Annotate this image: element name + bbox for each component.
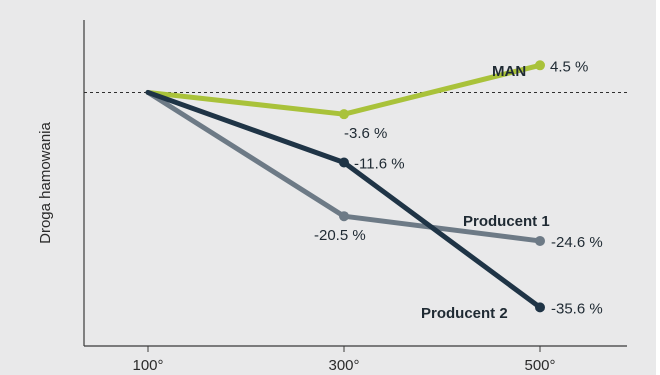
y-axis-label: Droga hamowania <box>37 121 54 243</box>
series-name-producent-1: Producent 1 <box>463 213 550 230</box>
x-tick-label: 300° <box>328 357 359 374</box>
series-name-man: MAN <box>492 63 526 80</box>
data-label-producent-2: -35.6 % <box>551 300 603 317</box>
data-label-producent-1: -24.6 % <box>551 234 603 251</box>
series-name-producent-2: Producent 2 <box>421 305 508 322</box>
frame-line <box>656 0 660 375</box>
data-label-man: -3.6 % <box>344 125 387 142</box>
data-label-man: 4.5 % <box>550 58 588 75</box>
data-point-producent-2 <box>339 157 349 168</box>
data-point-producent-1 <box>535 235 545 246</box>
data-label-producent-2: -11.6 % <box>354 155 405 172</box>
data-point-man <box>339 109 349 120</box>
data-point-man <box>535 60 545 71</box>
data-label-producent-1: -20.5 % <box>314 227 366 244</box>
x-tick-label: 500° <box>524 357 555 374</box>
data-point-producent-2 <box>535 302 545 313</box>
x-tick-label: 100° <box>132 357 163 374</box>
data-point-producent-1 <box>339 211 349 222</box>
